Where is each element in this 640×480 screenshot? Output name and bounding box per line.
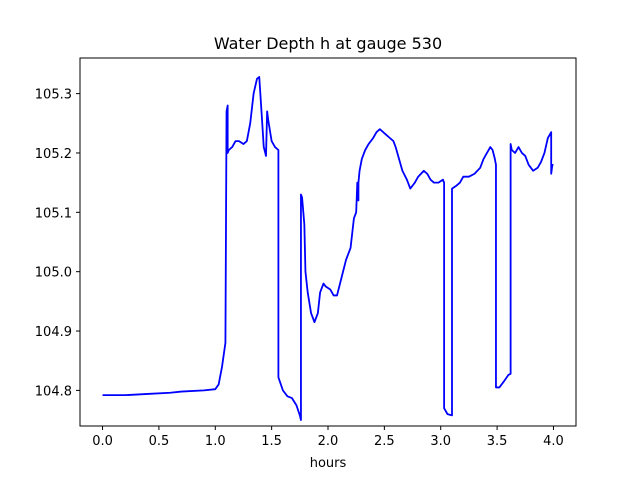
y-axis-ticks: 104.8 104.9 105.0 105.1 105.2 105.3 bbox=[35, 88, 80, 399]
y-tick-label: 105.1 bbox=[35, 206, 72, 221]
x-tick-label: 3.5 bbox=[487, 434, 508, 449]
chart-title: Water Depth h at gauge 530 bbox=[214, 34, 442, 53]
x-axis-label: hours bbox=[310, 456, 347, 471]
y-tick-label: 105.3 bbox=[35, 88, 72, 103]
y-tick-label: 105.0 bbox=[35, 266, 72, 281]
x-tick-label: 4.0 bbox=[543, 434, 564, 449]
x-tick-label: 0.5 bbox=[149, 434, 170, 449]
x-tick-label: 1.5 bbox=[261, 434, 282, 449]
x-tick-label: 0.0 bbox=[92, 434, 113, 449]
series-line-0 bbox=[102, 76, 554, 421]
x-tick-label: 2.0 bbox=[318, 434, 339, 449]
plot-area bbox=[102, 76, 554, 421]
y-tick-label: 104.8 bbox=[35, 384, 72, 399]
x-tick-label: 1.0 bbox=[205, 434, 226, 449]
y-tick-label: 104.9 bbox=[35, 325, 72, 340]
x-axis-ticks: 0.0 0.5 1.0 1.5 2.0 2.5 3.0 3.5 4.0 bbox=[92, 426, 564, 449]
x-tick-label: 2.5 bbox=[374, 434, 395, 449]
x-tick-label: 3.0 bbox=[430, 434, 451, 449]
axes-frame bbox=[79, 57, 577, 427]
y-tick-label: 105.2 bbox=[35, 147, 72, 162]
